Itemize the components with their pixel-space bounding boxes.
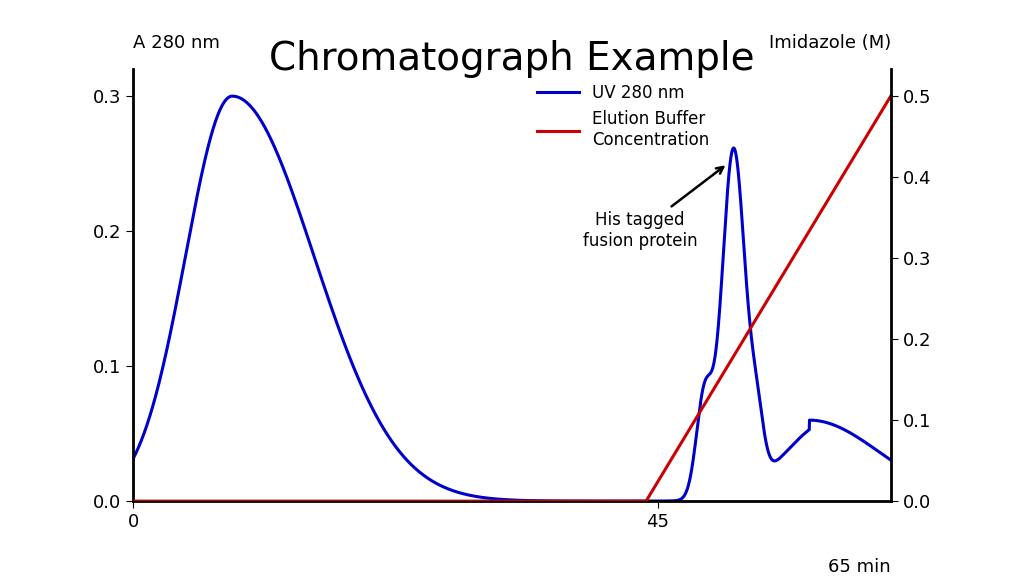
Text: 65 min: 65 min xyxy=(828,558,891,576)
Text: A 280 nm: A 280 nm xyxy=(133,34,220,52)
Legend: UV 280 nm, Elution Buffer
Concentration: UV 280 nm, Elution Buffer Concentration xyxy=(530,77,716,156)
Text: His tagged
fusion protein: His tagged fusion protein xyxy=(583,167,723,249)
Text: Chromatograph Example: Chromatograph Example xyxy=(269,40,755,78)
Text: Imidazole (M): Imidazole (M) xyxy=(769,34,891,52)
